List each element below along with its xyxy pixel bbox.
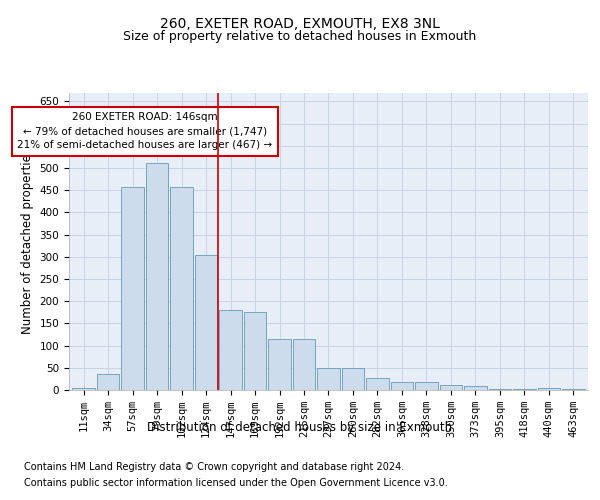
Bar [513, 388, 536, 390]
Bar [268, 339, 291, 390]
Text: Contains HM Land Registry data © Crown copyright and database right 2024.: Contains HM Land Registry data © Crown c… [24, 462, 404, 472]
Bar [391, 382, 413, 390]
Bar [366, 378, 389, 390]
Bar [195, 254, 217, 390]
Bar [562, 389, 584, 390]
Bar [293, 339, 315, 390]
Bar [170, 187, 193, 390]
Bar [464, 386, 487, 390]
Bar [73, 388, 95, 390]
Bar [538, 388, 560, 390]
Text: Size of property relative to detached houses in Exmouth: Size of property relative to detached ho… [124, 30, 476, 43]
Bar [488, 388, 511, 390]
Bar [415, 382, 437, 390]
Text: Contains public sector information licensed under the Open Government Licence v3: Contains public sector information licen… [24, 478, 448, 488]
Text: 260 EXETER ROAD: 146sqm
← 79% of detached houses are smaller (1,747)
21% of semi: 260 EXETER ROAD: 146sqm ← 79% of detache… [17, 112, 272, 150]
Bar [121, 186, 144, 390]
Bar [440, 384, 462, 390]
Text: 260, EXETER ROAD, EXMOUTH, EX8 3NL: 260, EXETER ROAD, EXMOUTH, EX8 3NL [160, 18, 440, 32]
Bar [97, 374, 119, 390]
Y-axis label: Number of detached properties: Number of detached properties [21, 148, 34, 334]
Bar [244, 312, 266, 390]
Bar [342, 368, 364, 390]
Bar [317, 368, 340, 390]
Bar [146, 162, 169, 390]
Bar [220, 310, 242, 390]
Text: Distribution of detached houses by size in Exmouth: Distribution of detached houses by size … [148, 421, 452, 434]
